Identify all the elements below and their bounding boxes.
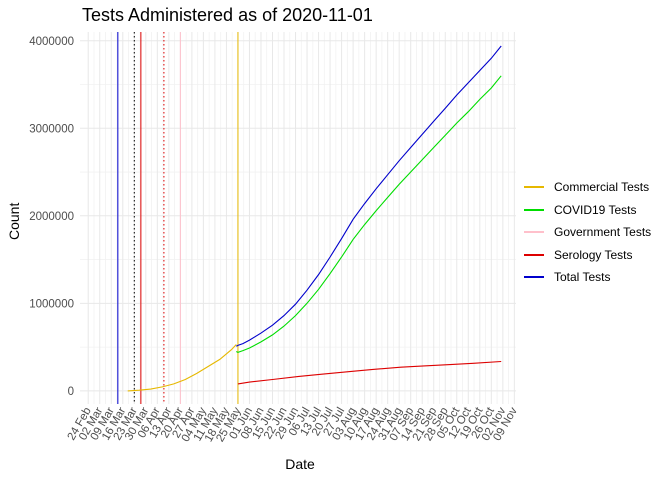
legend-item: Commercial Tests [524, 176, 651, 199]
legend-key [524, 186, 544, 189]
y-tick-label: 3000000 [29, 123, 74, 135]
series-line-commercial-tests [127, 344, 237, 392]
legend-key [524, 231, 544, 234]
legend-key [524, 253, 544, 256]
legend-label: Total Tests [554, 270, 611, 285]
legend-item: Total Tests [524, 266, 651, 289]
series-line-serology-tests [237, 360, 502, 385]
legend-label: Serology Tests [554, 247, 633, 262]
y-tick-label: 0 [68, 386, 74, 398]
legend-item: COVID19 Tests [524, 199, 651, 222]
x-axis-title: Date [285, 456, 315, 472]
y-axis-title: Count [6, 202, 22, 240]
y-tick-label: 4000000 [29, 36, 74, 48]
series-line-total-tests [236, 45, 502, 347]
chart-title: Tests Administered as of 2020-11-01 [82, 5, 373, 25]
legend-item: Serology Tests [524, 244, 651, 267]
y-tick-label: 2000000 [29, 211, 74, 223]
legend-label: Commercial Tests [554, 180, 650, 195]
legend-item: Government Tests [524, 221, 651, 244]
legend-label: COVID19 Tests [554, 202, 637, 217]
series-line-covid19-tests [236, 75, 502, 354]
y-tick-label: 1000000 [29, 298, 74, 310]
legend-key [524, 208, 544, 211]
legend-label: Government Tests [554, 225, 652, 240]
legend-key [524, 276, 544, 279]
legend: Commercial Tests COVID19 Tests Government … [524, 176, 651, 289]
